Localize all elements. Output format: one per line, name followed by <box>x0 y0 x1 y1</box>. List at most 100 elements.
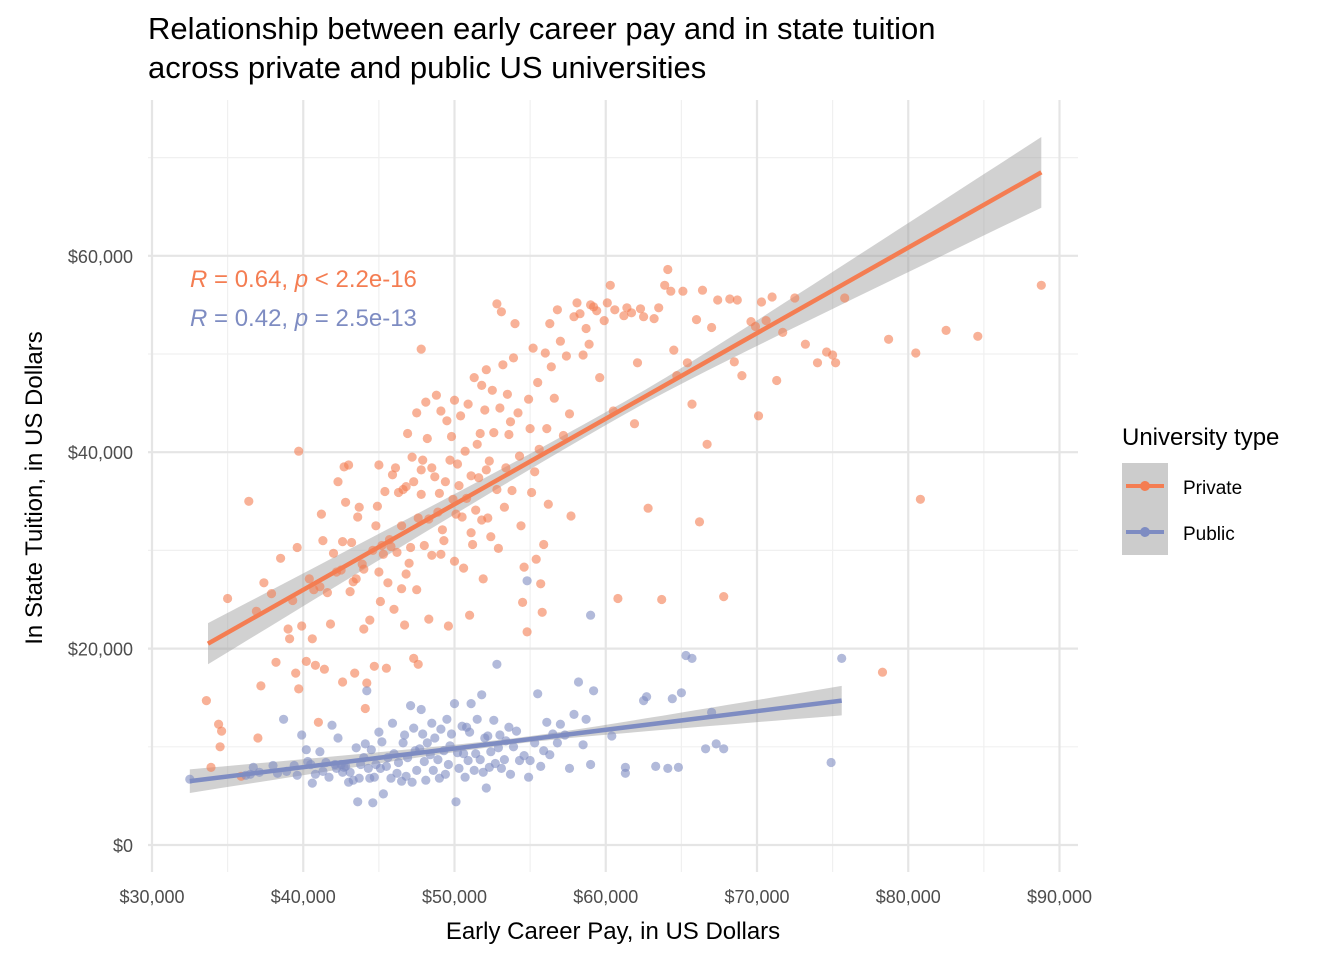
point-private <box>362 678 372 688</box>
point-private <box>555 336 566 346</box>
stat-r-private: 0.64 <box>235 266 282 293</box>
point-private <box>911 348 921 358</box>
point-public <box>555 719 566 729</box>
point-public <box>465 727 475 737</box>
stat-pop-public: = <box>315 305 329 332</box>
y-axis-ticks: $0 $20,000 $40,000 $60,000 <box>68 247 133 856</box>
confidence-ribbons <box>189 137 1042 793</box>
point-public <box>573 677 584 687</box>
legend-label-private: Private <box>1183 478 1242 499</box>
point-private <box>454 481 464 491</box>
point-private <box>669 345 679 355</box>
point-private <box>328 548 339 558</box>
point-private <box>545 319 555 329</box>
stat-label-public: R = 0.42, p = 2.5e-13 <box>190 305 417 332</box>
point-private <box>516 521 526 531</box>
point-public <box>495 730 505 740</box>
point-public <box>418 729 428 739</box>
point-private <box>605 280 615 290</box>
point-public <box>387 718 398 728</box>
point-private <box>800 339 811 349</box>
point-private <box>206 762 216 773</box>
point-private <box>483 513 493 523</box>
point-public <box>524 772 534 782</box>
point-public <box>489 715 499 725</box>
point-private <box>915 494 926 504</box>
point-private <box>446 431 457 442</box>
point-public <box>711 739 721 749</box>
point-private <box>475 428 485 439</box>
point-private <box>372 501 382 511</box>
fit-line-public <box>189 698 842 784</box>
point-private <box>737 371 747 381</box>
point-public <box>392 768 402 778</box>
point-private <box>542 424 552 434</box>
point-private <box>351 574 361 584</box>
point-private <box>345 587 355 597</box>
point-private <box>338 677 348 687</box>
x-tick-label: $30,000 <box>119 887 184 907</box>
point-public <box>381 761 391 772</box>
point-private <box>694 517 705 527</box>
point-public <box>676 688 687 698</box>
point-public <box>667 694 677 704</box>
point-public <box>419 756 429 767</box>
point-private <box>619 311 629 321</box>
point-private <box>973 331 983 341</box>
point-public <box>511 726 522 736</box>
point-private <box>564 409 575 419</box>
point-private <box>812 358 823 368</box>
point-private <box>452 459 463 469</box>
point-private <box>469 373 479 383</box>
point-private <box>543 499 553 509</box>
point-public <box>351 743 361 753</box>
point-private <box>941 325 951 335</box>
point-public <box>327 720 337 730</box>
point-public <box>366 745 376 755</box>
point-private <box>374 460 384 470</box>
point-private <box>437 525 447 535</box>
point-private <box>294 684 304 694</box>
point-public <box>490 758 500 769</box>
point-public <box>505 769 516 779</box>
point-private <box>457 512 467 522</box>
point-public <box>440 769 450 779</box>
x-tick-label: $50,000 <box>422 887 487 907</box>
point-public <box>451 797 461 807</box>
point-private <box>884 334 894 344</box>
point-private <box>407 452 417 462</box>
point-private <box>666 286 676 296</box>
chart-title-line-2: across private and public US universitie… <box>148 50 706 85</box>
point-public <box>552 738 563 748</box>
point-private <box>595 373 605 383</box>
point-public <box>279 714 289 724</box>
point-public <box>369 772 379 782</box>
point-private <box>536 579 546 589</box>
point-private <box>635 304 646 314</box>
point-private <box>215 742 225 752</box>
point-private <box>217 726 227 736</box>
point-private <box>501 463 511 473</box>
point-private <box>422 433 432 444</box>
point-private <box>383 578 393 588</box>
point-public <box>459 749 469 759</box>
point-private <box>828 350 838 360</box>
point-public <box>374 727 384 737</box>
point-private <box>374 567 384 577</box>
point-private <box>472 439 482 449</box>
point-private <box>460 446 470 456</box>
point-public <box>522 576 532 586</box>
point-public <box>536 761 546 772</box>
point-public <box>533 689 543 699</box>
point-private <box>514 451 525 461</box>
point-private <box>403 428 413 439</box>
point-private <box>468 539 478 550</box>
point-private <box>478 574 488 584</box>
point-public <box>333 733 343 743</box>
point-private <box>359 624 369 634</box>
x-tick-label: $40,000 <box>271 887 336 907</box>
point-private <box>492 484 502 495</box>
point-private <box>531 554 541 564</box>
point-private <box>436 406 446 416</box>
point-private <box>294 446 304 456</box>
